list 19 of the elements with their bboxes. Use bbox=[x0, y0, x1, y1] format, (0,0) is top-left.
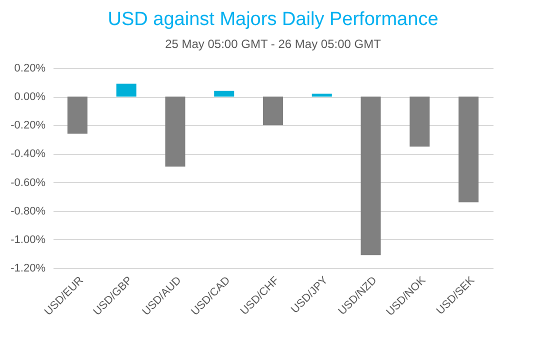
bar bbox=[165, 96, 186, 167]
bar bbox=[116, 84, 136, 97]
y-tick-label: -0.40% bbox=[10, 148, 46, 160]
y-tick-label: -1.00% bbox=[10, 234, 46, 246]
y-tick-label: -0.60% bbox=[10, 176, 46, 189]
y-tick-label: 0.20% bbox=[14, 62, 46, 74]
bar bbox=[360, 96, 381, 256]
chart-subtitle: 25 May 05:00 GMT - 26 May 05:00 GMT bbox=[165, 37, 382, 51]
bar bbox=[410, 96, 430, 147]
y-tick-label: 0.00% bbox=[14, 91, 46, 104]
bar bbox=[263, 96, 283, 126]
bar bbox=[214, 90, 234, 97]
bar bbox=[312, 94, 332, 97]
y-tick-label: -0.80% bbox=[10, 205, 46, 218]
bar bbox=[458, 96, 479, 202]
y-tick-label: -1.20% bbox=[10, 262, 46, 274]
chart-title: USD against Majors Daily Performance bbox=[108, 9, 438, 30]
y-tick-label: -0.20% bbox=[10, 120, 46, 132]
bar bbox=[67, 96, 88, 134]
